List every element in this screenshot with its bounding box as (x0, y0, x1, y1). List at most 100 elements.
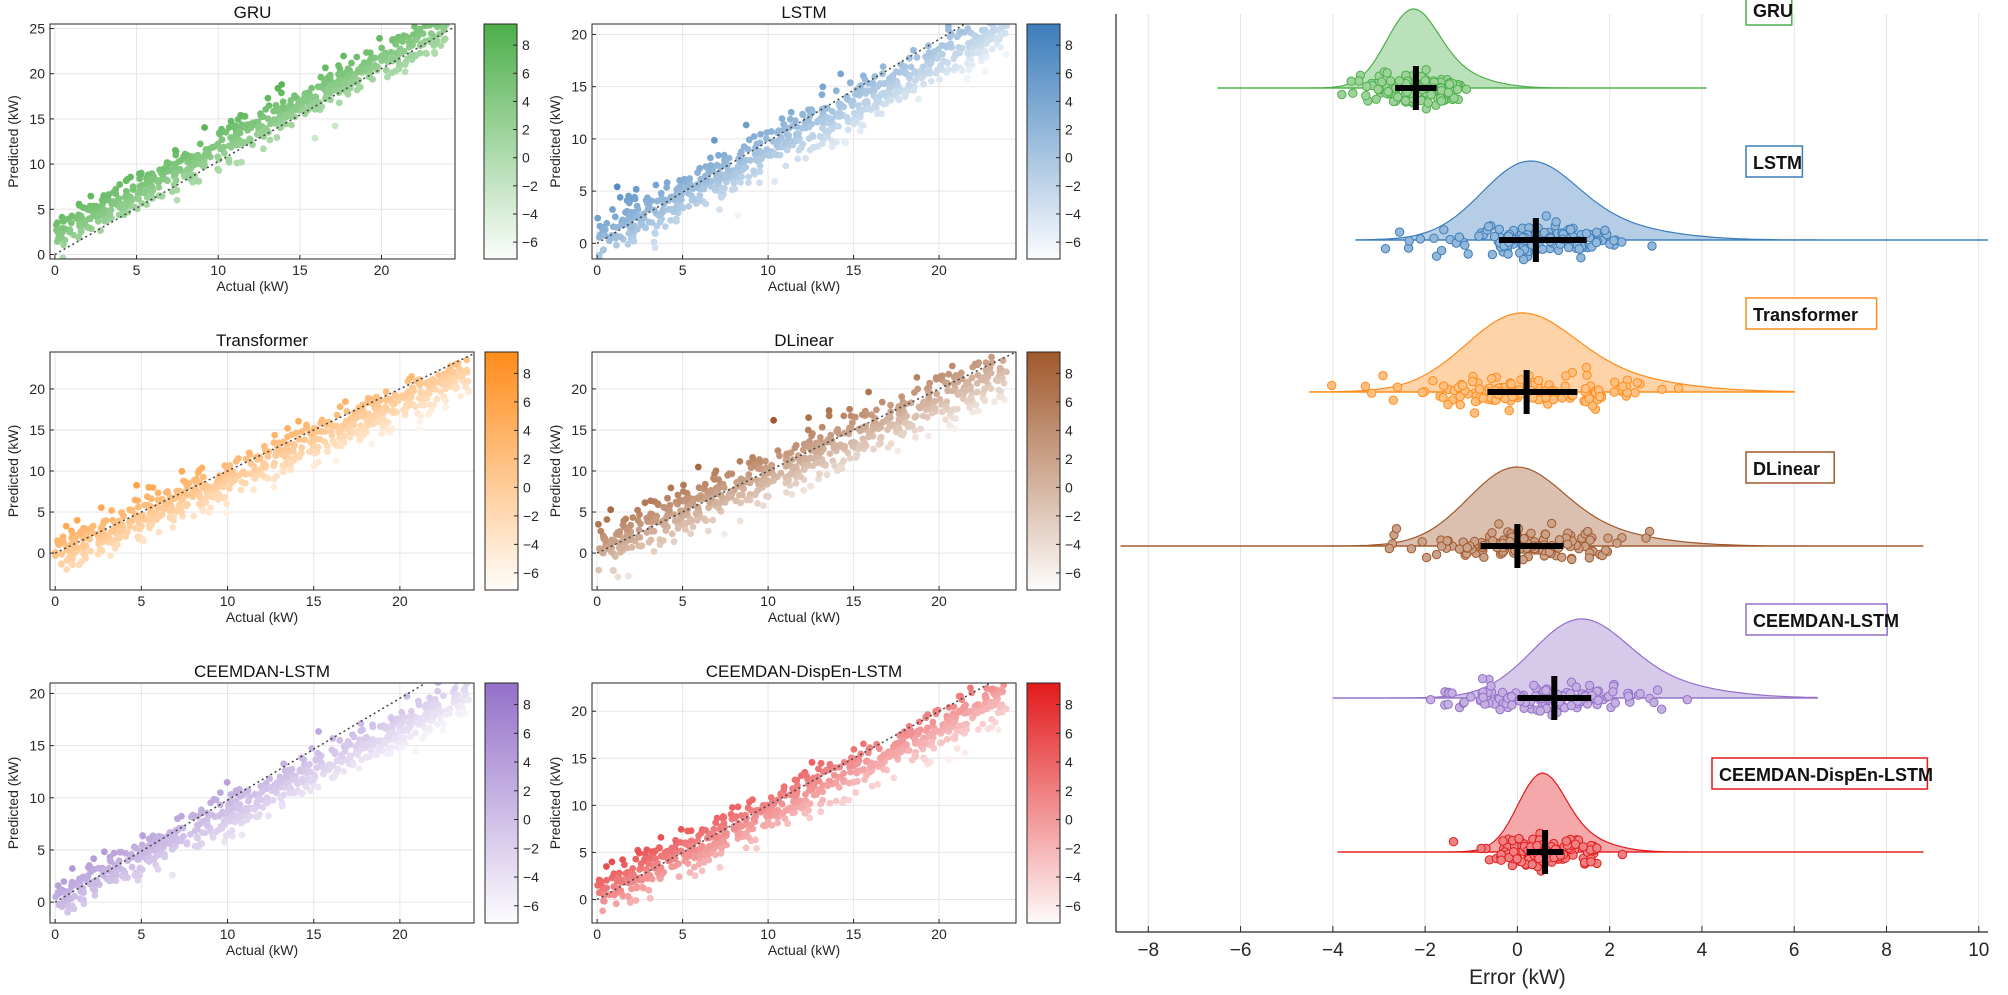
raincloud-dlinear: DLinear (1120, 451, 1924, 568)
data-point (407, 51, 415, 59)
y-tick-label: 25 (29, 21, 45, 37)
x-tick-label: 20 (931, 926, 947, 942)
data-point (231, 133, 239, 141)
data-point (783, 489, 790, 496)
colorbar-tick-label: −4 (1065, 869, 1081, 885)
data-point (686, 869, 694, 876)
error-point (1393, 92, 1403, 102)
data-point (833, 467, 841, 475)
data-point (138, 841, 146, 849)
scatter-points (595, 352, 1016, 581)
data-point (697, 845, 705, 852)
colorbar-tick-label: −6 (522, 234, 538, 250)
data-point (337, 70, 345, 78)
panel-title: Transformer (216, 331, 308, 350)
error-point (1447, 688, 1457, 698)
data-point (449, 368, 457, 376)
data-point (646, 894, 654, 902)
data-point (335, 80, 343, 88)
data-point (62, 522, 70, 530)
data-point (902, 68, 909, 76)
data-point (295, 436, 303, 443)
scatter-points (52, 683, 472, 916)
error-point (1617, 237, 1627, 247)
data-point (836, 109, 843, 116)
data-point (728, 815, 736, 823)
data-point (915, 729, 923, 737)
data-point (894, 748, 901, 756)
series-label: GRU (1753, 1, 1793, 21)
data-point (339, 421, 347, 429)
error-point (1454, 544, 1465, 554)
data-point (200, 473, 207, 481)
x-tick-label: 15 (292, 262, 308, 278)
data-point (75, 561, 83, 569)
data-point (648, 848, 656, 855)
data-point (973, 701, 981, 709)
data-point (423, 50, 430, 57)
data-point (925, 66, 933, 74)
data-point (625, 192, 632, 200)
data-point (880, 751, 888, 758)
data-point (687, 530, 694, 537)
data-point (600, 246, 607, 254)
data-point (181, 173, 189, 180)
data-point (139, 850, 146, 857)
data-point (122, 187, 130, 195)
data-point (132, 524, 140, 532)
data-point (736, 517, 744, 525)
data-point (745, 471, 753, 478)
data-point (720, 151, 728, 159)
data-point (434, 720, 441, 728)
data-point (671, 862, 679, 870)
data-point (724, 166, 732, 174)
error-point (1609, 387, 1620, 397)
error-point (1400, 96, 1411, 106)
data-point (416, 381, 424, 389)
data-point (762, 477, 770, 485)
data-point (767, 794, 775, 801)
data-point (755, 456, 763, 463)
data-point (634, 225, 641, 233)
data-point (913, 374, 921, 381)
error-point (1348, 88, 1358, 98)
error-point (1388, 395, 1399, 405)
data-point (917, 425, 924, 433)
data-point (974, 726, 982, 733)
data-point (116, 181, 124, 188)
data-point (347, 752, 355, 760)
data-point (622, 870, 629, 878)
data-point (735, 155, 743, 163)
data-point (979, 720, 986, 728)
y-tick-label: 0 (579, 235, 587, 251)
data-point (634, 506, 641, 514)
data-point (667, 193, 675, 201)
data-point (943, 735, 951, 743)
data-point (272, 101, 280, 109)
data-point (945, 756, 952, 764)
colorbar-tick-label: −6 (1065, 898, 1081, 914)
y-axis-label: Predicted (kW) (5, 95, 21, 188)
error-point (1394, 76, 1405, 86)
data-point (818, 91, 826, 99)
data-point (180, 832, 187, 840)
data-point (280, 760, 288, 768)
data-point (134, 533, 142, 541)
data-point (837, 773, 845, 781)
error-point (1383, 86, 1393, 97)
data-point (415, 425, 423, 433)
colorbar-tick-label: 4 (522, 93, 530, 109)
data-point (143, 194, 151, 202)
data-point (345, 70, 352, 78)
data-point (797, 772, 805, 780)
data-point (358, 756, 366, 764)
y-tick-label: 0 (37, 894, 45, 910)
data-point (774, 819, 781, 827)
data-point (963, 726, 971, 733)
data-point (952, 63, 959, 71)
data-point (946, 724, 954, 732)
data-point (347, 428, 355, 436)
data-point (850, 755, 857, 763)
data-point (454, 709, 462, 717)
